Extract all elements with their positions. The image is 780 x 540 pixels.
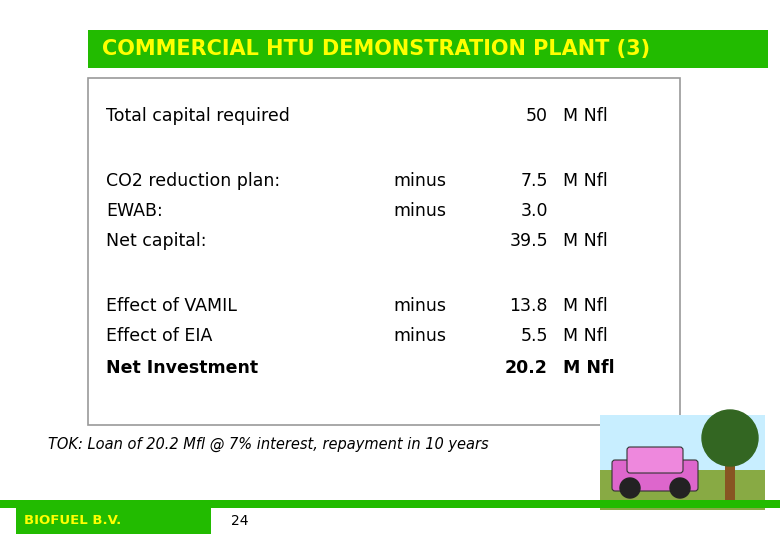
Text: minus: minus [393,327,446,345]
Text: 13.8: 13.8 [509,297,548,315]
Bar [88,78,680,425]
Text: M Nfl: M Nfl [563,172,608,190]
Text: Net Investment: Net Investment [106,359,258,377]
Circle shape [670,478,690,498]
Text: minus: minus [393,202,446,220]
Text: 7.5: 7.5 [520,172,548,190]
Circle shape [620,478,640,498]
Text: 5.5: 5.5 [520,327,548,345]
Text: COMMERCIAL HTU: COMMERCIAL HTU [102,39,314,59]
Text: 3.0: 3.0 [520,202,548,220]
Text: Net capital:: Net capital: [106,232,207,250]
Text: M Nfl: M Nfl [563,359,615,377]
Circle shape [702,410,758,466]
Bar [88,30,768,68]
Text: Effect of VAMIL: Effect of VAMIL [106,297,237,315]
Bar [0,500,780,508]
Text: M Nfl: M Nfl [563,297,608,315]
Text: EWAB:: EWAB: [106,202,163,220]
Text: minus: minus [393,297,446,315]
Text: M Nfl: M Nfl [563,232,608,250]
Text: M Nfl: M Nfl [563,327,608,345]
Bar [600,415,765,470]
FancyBboxPatch shape [612,460,698,491]
Text: Total capital required: Total capital required [106,107,290,125]
Text: M Nfl: M Nfl [563,107,608,125]
Text: Effect of EIA: Effect of EIA [106,327,212,345]
Text: TOK: Loan of 20.2 Mfl @ 7% interest, repayment in 10 years: TOK: Loan of 20.2 Mfl @ 7% interest, rep… [48,436,488,451]
Bar [725,457,735,502]
Text: DEMONSTRATION PLANT (3): DEMONSTRATION PLANT (3) [322,39,650,59]
Text: CO2 reduction plan:: CO2 reduction plan: [106,172,280,190]
Bar [600,470,765,510]
Text: 50: 50 [526,107,548,125]
Bar [600,415,765,510]
Text: 39.5: 39.5 [509,232,548,250]
Text: BIOFUEL B.V.: BIOFUEL B.V. [24,515,121,528]
Text: 24: 24 [231,514,249,528]
FancyBboxPatch shape [627,447,683,473]
Text: minus: minus [393,172,446,190]
Text: 20.2: 20.2 [505,359,548,377]
Bar [16,508,211,534]
